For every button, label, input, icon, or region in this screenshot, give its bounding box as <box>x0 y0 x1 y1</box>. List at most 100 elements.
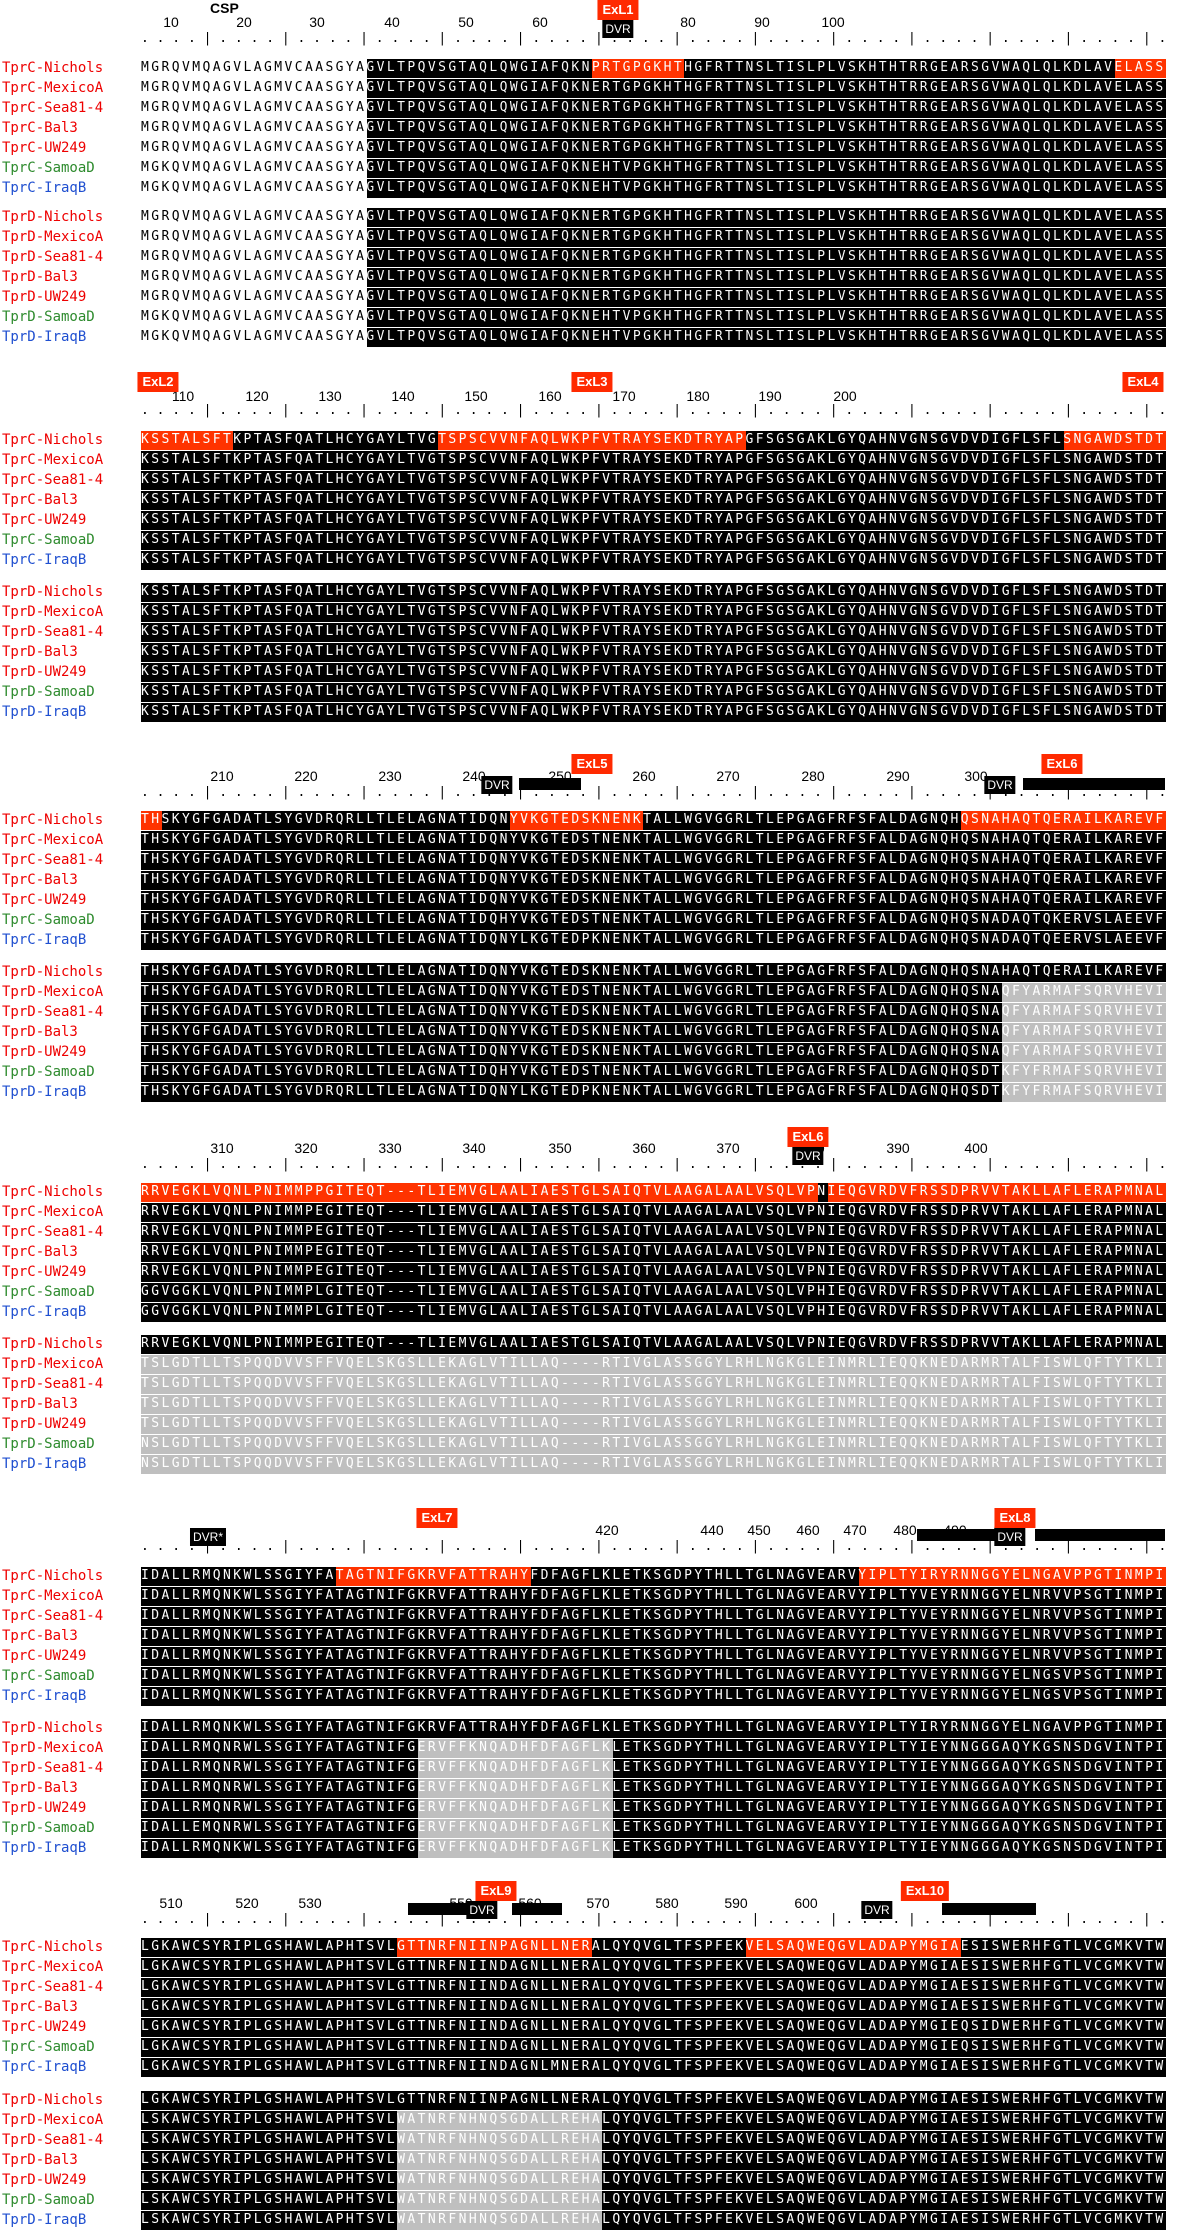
sequence-residues: MGRQVMQAGVLAGMVCAASGYAGVLTPQVSGTAQLQWGIA… <box>141 207 1166 227</box>
sequence-residues: KSSTALSFTKPTASFQATLHCYGAYLTVGTSPSCVVNFAQ… <box>141 684 1166 699</box>
conserved-region <box>141 491 1166 510</box>
conserved-region <box>141 1303 1166 1322</box>
conserved-region <box>366 328 1166 347</box>
sequence-label: TprD-Bal3 <box>2 644 78 660</box>
sequence-residues: IDALLRMQNKWLSSGIYFATAGTNIFGKRVFATTRAHYFD… <box>141 1668 1166 1683</box>
ruler-number: 290 <box>886 768 910 784</box>
sequence-label: TprD-IraqB <box>2 704 87 720</box>
ruler-number: 440 <box>700 1522 724 1538</box>
ruler-number: 240 <box>462 768 486 784</box>
sequence-label: TprC-Sea81-4 <box>2 1608 104 1624</box>
sequence-residues: TSLGDTLLTSPQQDVVSFFVQELSKGSLLEKAGLVTILLA… <box>141 1356 1166 1371</box>
conserved-region <box>141 1839 1166 1858</box>
conserved-region <box>141 1587 1166 1606</box>
conserved-region <box>141 1043 1166 1062</box>
sequence-label: TprD-Nichols <box>2 1720 104 1736</box>
sequence-residues: MGRQVMQAGVLAGMVCAASGYAGVLTPQVSGTAQLQWGIA… <box>141 118 1166 138</box>
sequence-label: TprD-SamoaD <box>2 1064 95 1080</box>
divergent-region <box>397 2131 603 2150</box>
position-ruler: . . . . | . . . . | . . . . | . . . . | … <box>141 32 1166 46</box>
sequence-residues: THSKYGFGADATLSYGVDRQRLLTLELAGNATIDQNYLKG… <box>141 1084 1166 1099</box>
position-ruler: . . . . | . . . . | . . . . | . . . . | … <box>141 1913 1166 1927</box>
divergent-region <box>397 2151 603 2170</box>
conserved-region <box>141 811 1166 830</box>
conserved-region <box>366 119 1166 138</box>
ruler-number: 400 <box>964 1140 988 1156</box>
conserved-region <box>141 1063 1166 1082</box>
sequence-residues: LSKAWCSYRIPLGSHAWLAPHTSVLWATNRFNHNQSGDAL… <box>141 2132 1166 2147</box>
conserved-region <box>141 1647 1166 1666</box>
conserved-region <box>141 911 1166 930</box>
sequence-label: TprC-MexicoA <box>2 1204 104 1220</box>
divergent-region <box>397 2191 603 2210</box>
sequence-label: TprD-Nichols <box>2 964 104 980</box>
sequence-label: TprD-Sea81-4 <box>2 1004 104 1020</box>
ruler-number: 570 <box>586 1895 610 1911</box>
dvr-tag: DVR <box>984 776 1016 794</box>
sequence-label: TprC-Bal3 <box>2 872 78 888</box>
sequence-label: TprC-SamoaD <box>2 1284 95 1300</box>
loop-highlight <box>141 1183 818 1202</box>
sequence-residues: KSSTALSFTKPTASFQATLHCYGAYLTVGTSPSCVVNFAQ… <box>141 492 1166 507</box>
conserved-region <box>141 551 1166 570</box>
conserved-region <box>141 871 1166 890</box>
sequence-residues: THSKYGFGADATLSYGVDRQRLLTLELAGNATIDQNYVKG… <box>141 852 1166 867</box>
conserved-region <box>366 159 1166 178</box>
sequence-residues: KSSTALSFTKPTASFQATLHCYGAYLTVGTSPSCVVNFAQ… <box>141 552 1166 567</box>
sequence-residues: LGKAWCSYRIPLGSHAWLAPHTSVLGTTNRFNIINDAGNL… <box>141 1959 1166 1974</box>
sequence-label: TprD-Bal3 <box>2 1780 78 1796</box>
sequence-label: TprD-MexicoA <box>2 1356 104 1372</box>
ruler-number: 450 <box>747 1522 771 1538</box>
ruler-number: 390 <box>886 1140 910 1156</box>
conserved-region <box>366 139 1166 158</box>
ruler-number: 180 <box>686 388 710 404</box>
sequence-label: TprD-Nichols <box>2 209 104 225</box>
conserved-region <box>141 1023 1166 1042</box>
sequence-residues: KSSTALSFTKPTASFQATLHCYGAYLTVGTSPSCVVNFAQ… <box>141 584 1166 599</box>
dvr-bar <box>408 1903 474 1915</box>
sequence-residues: LSKAWCSYRIPLGSHAWLAPHTSVLWATNRFNHNQSGDAL… <box>141 2192 1166 2207</box>
conserved-region <box>141 831 1166 850</box>
sequence-label: TprD-IraqB <box>2 1084 87 1100</box>
sequence-residues: LSKAWCSYRIPLGSHAWLAPHTSVLWATNRFNHNQSGDAL… <box>141 2212 1166 2227</box>
dvr-tag: DVR <box>481 776 513 794</box>
loop-tag: ExL6 <box>787 1127 829 1147</box>
dvr-bar <box>519 778 581 790</box>
sequence-residues: GGVGGKLVQNLPNIMMPLGITEQT---TLIEMVGLAALIA… <box>141 1284 1166 1299</box>
sequence-label: TprD-SamoaD <box>2 2192 95 2208</box>
sequence-residues: LGKAWCSYRIPLGSHAWLAPHTSVLGTTNRFNIINPAGNL… <box>141 2092 1166 2107</box>
divergent-region <box>141 1435 1166 1454</box>
conserved-region <box>141 891 1166 910</box>
sequence-residues: THSKYGFGADATLSYGVDRQRLLTLELAGNATIDQNYVKG… <box>141 812 1166 827</box>
ruler-number: 150 <box>464 388 488 404</box>
sequence-residues: LGKAWCSYRIPLGSHAWLAPHTSVLGTTNRFNIINDAGNL… <box>141 1999 1166 2014</box>
sequence-label: TprD-UW249 <box>2 2172 87 2188</box>
sequence-label: TprC-IraqB <box>2 1304 87 1320</box>
sequence-label: TprC-Sea81-4 <box>2 1224 104 1240</box>
conserved-region <box>141 1759 1166 1778</box>
sequence-label: TprD-MexicoA <box>2 229 104 245</box>
sequence-residues: TSLGDTLLTSPQQDVVSFFVQELSKGSLLEKAGLVTILLA… <box>141 1396 1166 1411</box>
sequence-residues: MGRQVMQAGVLAGMVCAASGYAGVLTPQVSGTAQLQWGIA… <box>141 227 1166 247</box>
ruler-number: 170 <box>612 388 636 404</box>
sequence-residues: KSSTALSFTKPTASFQATLHCYGAYLTVGTSPSCVVNFAQ… <box>141 644 1166 659</box>
loop-tag: ExL2 <box>137 372 179 392</box>
sequence-residues: IDALLRMQNRWLSSGIYFATAGTNIFGERVFFKNQADHFD… <box>141 1740 1166 1755</box>
conserved-region <box>141 931 1166 950</box>
loop-highlight <box>745 1938 961 1957</box>
sequence-label: TprC-SamoaD <box>2 912 95 928</box>
dvr-bar <box>1035 1529 1165 1541</box>
sequence-residues: MGKQVMQAGVLAGMVCAASGYAGVLTPQVSGTAQLQWGIA… <box>141 327 1166 347</box>
sequence-residues: IDALLRMQNKWLSSGIYFATAGTNIFGKRVFATTRAHYFD… <box>141 1608 1166 1623</box>
ruler-number: 200 <box>833 388 857 404</box>
sequence-residues: RRVEGKLVQNLPNIMMPEGITEQT---TLIEMVGLAALIA… <box>141 1264 1166 1279</box>
sequence-label: TprC-UW249 <box>2 892 87 908</box>
divergent-region <box>141 1395 1166 1414</box>
sequence-residues: MGRQVMQAGVLAGMVCAASGYAGVLTPQVSGTAQLQWGIA… <box>141 78 1166 98</box>
dvr-tag: DVR <box>994 1528 1026 1546</box>
loop-tag: ExL4 <box>1122 372 1164 392</box>
sequence-residues: THSKYGFGADATLSYGVDRQRLLTLELAGNATIDQNYVKG… <box>141 964 1166 979</box>
ruler-number: 480 <box>893 1522 917 1538</box>
divergent-region <box>141 1375 1166 1394</box>
ruler-number: 310 <box>210 1140 234 1156</box>
